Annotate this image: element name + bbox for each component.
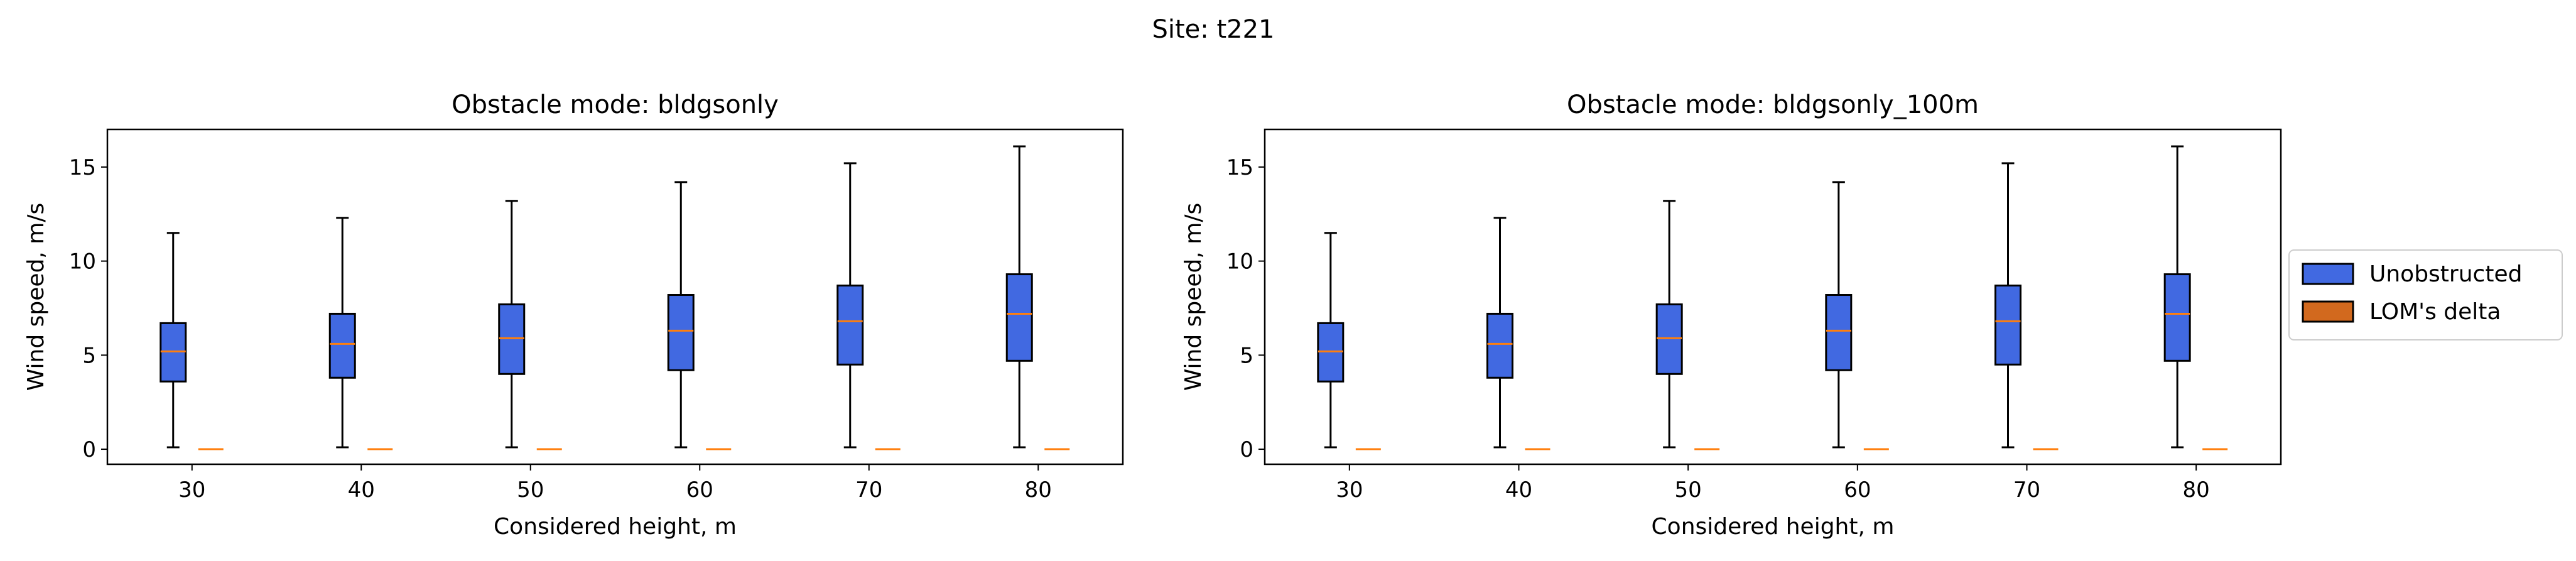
y-tick-label: 0 xyxy=(82,437,96,462)
x-tick-label: 70 xyxy=(2013,477,2040,503)
x-tick-label: 40 xyxy=(348,477,375,503)
box-iqr xyxy=(1005,273,1033,362)
subplot-1: Obstacle mode: bldgsonly 0 5 10 15 30 40 50 60 70… xyxy=(23,90,1124,540)
subplot-title: Obstacle mode: bldgsonly xyxy=(452,90,779,119)
y-tick-label: 10 xyxy=(69,249,96,275)
box-unobstructed-40 xyxy=(328,217,356,449)
box-unobstructed-80 xyxy=(2163,145,2191,449)
x-tick-label: 50 xyxy=(517,477,544,503)
x-tick-label: 80 xyxy=(1025,477,1052,503)
legend: Unobstructed LOM's delta xyxy=(2288,249,2563,340)
y-axis-label: Wind speed, m/s xyxy=(23,203,49,391)
x-tick-label: 30 xyxy=(178,477,205,503)
axes-frame xyxy=(106,128,1124,466)
box-unobstructed-70 xyxy=(1994,162,2021,449)
y-tick-label: 15 xyxy=(1226,155,1253,180)
box-unobstructed-60 xyxy=(667,181,695,449)
figure-suptitle: Site: t221 xyxy=(1152,15,1274,44)
box-unobstructed-50 xyxy=(1655,200,1683,449)
legend-item-1: Unobstructed xyxy=(2302,261,2522,287)
box-unobstructed-30 xyxy=(160,232,187,449)
box-iqr xyxy=(328,312,356,379)
legend-label: Unobstructed xyxy=(2369,261,2522,287)
box-iqr xyxy=(1486,312,1513,379)
box-iqr xyxy=(836,285,864,366)
box-iqr xyxy=(667,294,695,371)
x-tick-label: 70 xyxy=(855,477,882,503)
x-axis-label: Considered height, m xyxy=(1652,514,1895,540)
box-unobstructed-50 xyxy=(498,200,526,449)
x-tick-label: 30 xyxy=(1336,477,1363,503)
box-unobstructed-40 xyxy=(1486,217,1513,449)
legend-label: LOM's delta xyxy=(2369,299,2501,325)
box-unobstructed-60 xyxy=(1825,181,1853,449)
legend-swatch xyxy=(2302,263,2354,285)
y-tick-label: 5 xyxy=(82,343,96,368)
y-tick-label: 0 xyxy=(1240,437,1253,462)
legend-frame xyxy=(2288,249,2563,340)
box-iqr xyxy=(2163,273,2191,362)
y-axis-label: Wind speed, m/s xyxy=(1181,203,1206,391)
box-unobstructed-70 xyxy=(836,162,864,449)
subplot-2: Obstacle mode: bldgsonly_100m 0 5 10 15 30 40 5… xyxy=(1181,90,2282,540)
legend-swatch xyxy=(2302,300,2354,323)
subplot-title: Obstacle mode: bldgsonly_100m xyxy=(1567,90,1979,119)
box-iqr xyxy=(1825,294,1853,371)
y-tick-label: 5 xyxy=(1240,343,1253,368)
x-tick-label: 80 xyxy=(2183,477,2210,503)
box-unobstructed-80 xyxy=(1005,145,1033,449)
axes-frame xyxy=(1264,128,2282,466)
legend-item-2: LOM's delta xyxy=(2302,299,2501,325)
x-tick-label: 60 xyxy=(686,477,713,503)
x-axis-label: Considered height, m xyxy=(494,514,737,540)
box-unobstructed-30 xyxy=(1317,232,1345,449)
y-tick-label: 15 xyxy=(69,155,96,180)
y-tick-label: 10 xyxy=(1226,249,1253,275)
x-tick-label: 50 xyxy=(1675,477,1702,503)
x-tick-label: 60 xyxy=(1844,477,1871,503)
box-iqr xyxy=(1994,285,2021,366)
x-tick-label: 40 xyxy=(1505,477,1532,503)
